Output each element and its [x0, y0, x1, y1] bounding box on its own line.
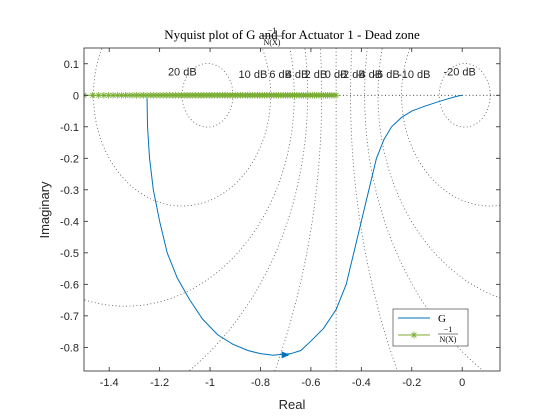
series-g-direction-arrow — [281, 351, 290, 359]
db-label-4: 2 dB — [305, 69, 328, 81]
legend-asterisk-glyph — [410, 331, 418, 339]
y-tick-label-7: -0.6 — [60, 279, 79, 291]
title-fraction-denominator: N(X) — [264, 38, 281, 47]
legend-label-g: G — [438, 313, 446, 325]
x-tick-label-5: -0.4 — [352, 377, 371, 389]
title-fraction-numerator: −1 — [268, 26, 277, 35]
plot-frame — [83, 47, 501, 372]
describing-function-point-3-stroke-3 — [101, 92, 107, 98]
x-tick-label-7: 0 — [459, 377, 465, 389]
db-label-9: -10 dB — [398, 69, 430, 81]
describing-function-point-1-stroke-3 — [90, 92, 96, 98]
describing-function-point-8-stroke-3 — [122, 92, 128, 98]
db-label-6: -2 dB — [339, 69, 365, 81]
series-layer — [84, 91, 463, 359]
y-tick-label-4: -0.3 — [60, 185, 79, 197]
db-label-1: 10 dB — [239, 69, 268, 81]
chart-title: Nyquist plot of G and for Actuator 1 - D… — [164, 27, 420, 42]
title-fraction: −1 N(X) — [262, 26, 282, 47]
x-tick-label-3: -0.8 — [251, 377, 270, 389]
y-tick-label-3: -0.2 — [60, 153, 79, 165]
y-axis-label: Imaginary — [37, 181, 52, 239]
x-tick-label-4: -0.6 — [301, 377, 320, 389]
x-axis-label: Real — [279, 397, 306, 412]
legend-box — [392, 308, 469, 347]
describing-function-point-0-stroke-3 — [84, 92, 87, 96]
describing-function-point-9-stroke-3 — [126, 92, 132, 98]
describing-function-point-89 — [332, 91, 340, 99]
legend-label-numerator: −1 — [444, 325, 453, 334]
legend: G −1 N(X) — [392, 308, 469, 347]
db-label-0: 20 dB — [168, 66, 197, 78]
db-label-layer: 20 dB 10 dB 6 dB4 dB2 dB0 dB-2 dB-4 dB-6 d… — [168, 66, 476, 81]
db-label-2: 6 dB — [269, 69, 292, 81]
y-tick-label-9: -0.8 — [60, 342, 79, 354]
describing-function-point-4 — [105, 91, 112, 99]
tick-layer: -1.4 -1.2 -1 -0.8 -0.6 -0.4 -0.2 0 0.1 0 -0.1 -0.2 -… — [60, 48, 500, 389]
series-g-line — [146, 94, 463, 356]
x-tick-label-1: -1.2 — [150, 377, 169, 389]
legend-asterisk-marker — [410, 331, 418, 339]
y-tick-label-8: -0.7 — [60, 311, 79, 323]
y-tick-label-6: -0.5 — [60, 248, 79, 260]
describing-function-point-4-stroke-3 — [106, 92, 112, 98]
legend-label-denominator: N(X) — [440, 335, 457, 344]
x-tick-label-6: -0.2 — [402, 377, 421, 389]
y-tick-label-1: 0 — [73, 90, 79, 102]
describing-function-point-6 — [114, 91, 121, 99]
describing-function-point-5-stroke-3 — [110, 92, 116, 98]
describing-function-point-5 — [109, 91, 117, 99]
db-label-3: 4 dB — [286, 69, 309, 81]
x-tick-label-2: -1 — [205, 377, 215, 389]
y-tick-label-0: 0.1 — [64, 59, 79, 71]
y-tick-label-2: -0.1 — [60, 122, 79, 134]
title-suffix: for Actuator 1 - Dead zone — [281, 27, 420, 42]
title-prefix: Nyquist plot of G and — [164, 27, 278, 42]
describing-function-point-1 — [89, 91, 97, 99]
describing-function-point-0-stroke-2 — [84, 94, 87, 98]
db-label-5: 0 dB — [325, 69, 348, 81]
describing-function-point-2-stroke-3 — [96, 92, 102, 98]
db-label-10: -20 dB — [443, 66, 475, 78]
describing-function-point-6-stroke-3 — [114, 92, 120, 98]
db-label-8: -6 dB — [373, 69, 399, 81]
x-tick-label-0: -1.4 — [100, 377, 119, 389]
describing-function-point-89-stroke-3 — [333, 92, 339, 98]
y-tick-label-5: -0.4 — [60, 216, 79, 228]
describing-function-point-7-stroke-3 — [118, 92, 125, 98]
db-label-7: -4 dB — [356, 69, 382, 81]
legend-asterisk-glyph-stroke-3 — [411, 332, 417, 338]
